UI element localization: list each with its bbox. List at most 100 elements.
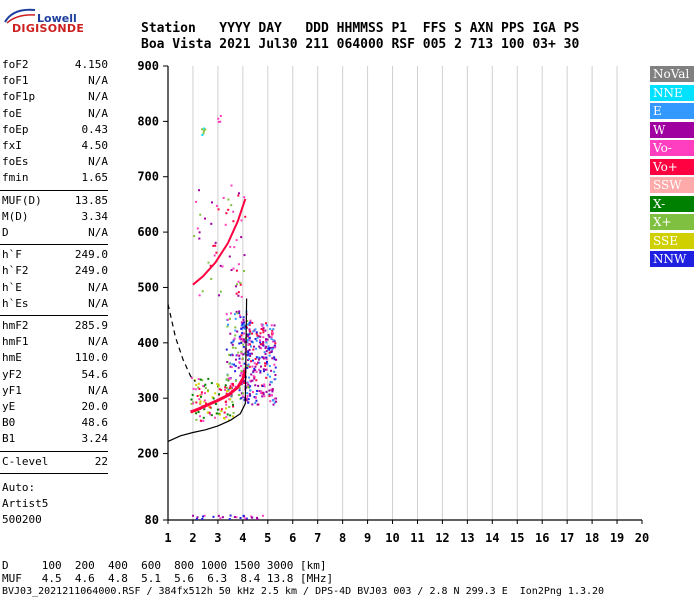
echo-point [270, 381, 273, 384]
echo-point [243, 368, 246, 371]
echo-point [234, 370, 237, 373]
echo-point [232, 210, 235, 213]
param-name: C-level [2, 454, 49, 468]
echo-point [202, 385, 205, 388]
echo-point [272, 403, 275, 406]
echo-point [195, 517, 198, 520]
param-row: h`Es N/A [2, 297, 108, 313]
echo-point [254, 365, 257, 368]
echo-point [266, 360, 269, 363]
echo-point [224, 386, 227, 389]
echo-point [247, 383, 250, 386]
echo-point [240, 392, 243, 395]
echo-point [244, 517, 247, 520]
echo-point [201, 379, 204, 382]
echo-point [251, 352, 254, 355]
trace-line [189, 370, 247, 414]
echo-point [243, 270, 246, 273]
echo-point [240, 334, 243, 337]
y-tick-label: 900 [137, 59, 159, 73]
echo-point [209, 264, 212, 267]
echo-point [198, 189, 201, 192]
echo-point [249, 385, 252, 388]
echo-point [259, 370, 262, 373]
x-tick-label: 20 [635, 531, 649, 545]
echo-point [264, 339, 267, 342]
echo-point [251, 403, 254, 406]
param-row: foF2 4.150 [2, 58, 108, 74]
echo-point [258, 345, 261, 348]
echo-point [212, 515, 215, 518]
echo-point [214, 402, 217, 405]
param-value: N/A [88, 280, 108, 294]
echo-point [266, 338, 269, 341]
echo-point [229, 245, 232, 248]
echo-point [195, 401, 198, 404]
param-value: 249.0 [74, 264, 108, 278]
echo-point [239, 316, 242, 319]
echo-point [240, 219, 243, 222]
echo-point [202, 130, 205, 133]
echo-point [231, 346, 234, 349]
echo-point [264, 368, 267, 371]
echo-point [275, 358, 278, 361]
echo-point [232, 340, 235, 343]
echo-point [206, 411, 209, 414]
echo-point [275, 397, 278, 400]
echo-point [232, 339, 235, 342]
legend-item: NNW [650, 251, 694, 267]
param-name: hmF1 [2, 335, 29, 349]
echo-point [261, 392, 264, 395]
echo-point [198, 237, 201, 240]
echo-point [196, 394, 199, 397]
echo-point [261, 395, 264, 398]
param-name: yF2 [2, 367, 22, 381]
echo-point [239, 338, 242, 341]
echo-point [199, 419, 202, 422]
param-value: 285.9 [74, 319, 108, 332]
echo-point [201, 290, 204, 293]
echo-point [269, 375, 272, 378]
echo-point [274, 342, 277, 345]
echo-point [214, 416, 217, 419]
echo-point [195, 200, 198, 203]
echo-point [270, 336, 273, 339]
echo-point [270, 324, 273, 327]
param-separator [0, 189, 108, 191]
footer-muf-line: MUF 4.5 4.6 4.8 5.1 5.6 6.3 8.4 13.8 [MH… [2, 572, 334, 585]
echo-point [251, 359, 254, 362]
echo-point [250, 373, 253, 376]
echo-point [247, 363, 250, 366]
echo-point [242, 318, 245, 321]
echo-point [210, 201, 213, 204]
param-row: foF1p N/A [2, 90, 108, 106]
echo-point [265, 322, 268, 325]
echo-point [201, 133, 204, 136]
legend-item: E [650, 103, 694, 119]
echo-point [213, 254, 216, 257]
echo-point [230, 394, 233, 397]
param-value: N/A [88, 90, 108, 104]
echo-point [253, 367, 256, 370]
echo-point [250, 515, 253, 518]
echo-point [268, 351, 271, 354]
echo-point [262, 393, 265, 396]
echo-point [270, 388, 273, 391]
echo-point [265, 390, 268, 393]
logo-arc-icon [4, 8, 36, 24]
legend-item: X- [650, 195, 694, 212]
echo-point [237, 351, 240, 354]
echo-point [226, 378, 229, 381]
echo-point [273, 401, 276, 404]
echo-point [263, 351, 266, 354]
echo-point [241, 338, 244, 341]
param-name: hmF2 [2, 319, 29, 332]
echo-point [265, 338, 268, 341]
echo-point [237, 263, 240, 266]
echo-point [204, 128, 207, 131]
echo-traces [167, 198, 248, 442]
logo-lowell: Lowell [37, 12, 77, 25]
echo-point [263, 383, 266, 386]
echo-point [229, 414, 232, 417]
echo-point [253, 345, 256, 348]
